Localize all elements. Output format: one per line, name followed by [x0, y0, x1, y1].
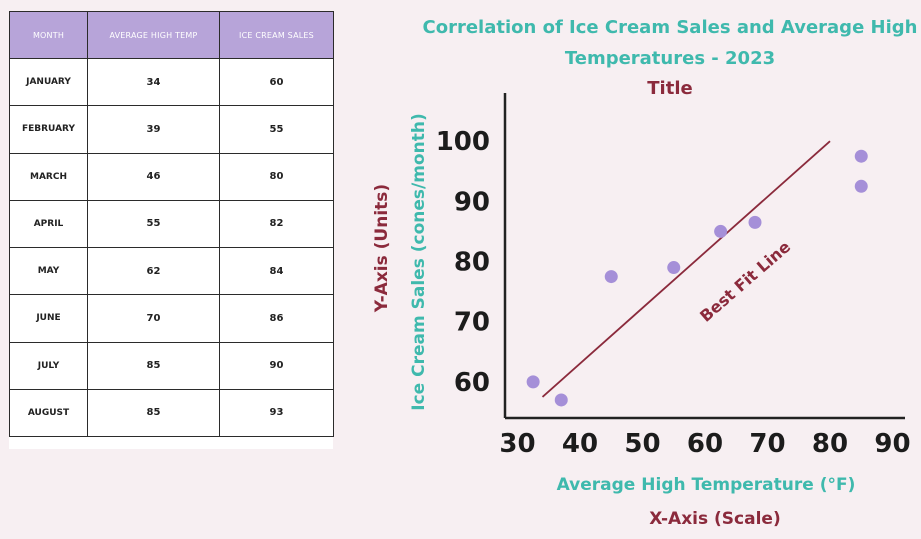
- data-point: [714, 224, 728, 238]
- temp-cell: 39: [87, 105, 220, 154]
- table-row: JANUARY 34 60: [9, 57, 334, 107]
- chart-title: Correlation of Ice Cream Sales and Avera…: [420, 12, 920, 74]
- sales-cell: 82: [219, 199, 334, 249]
- sales-cell: 60: [219, 57, 334, 107]
- data-table: MONTH AVERAGE HIGH TEMP ICE CREAM SALES …: [9, 11, 334, 438]
- header-month: MONTH: [9, 11, 88, 59]
- x-tick-label: 50: [624, 429, 660, 459]
- month-cell: APRIL: [9, 199, 88, 249]
- sales-cell: 90: [219, 341, 334, 390]
- data-point: [748, 215, 762, 229]
- month-cell: JUNE: [9, 294, 88, 343]
- temp-cell: 34: [87, 57, 220, 107]
- x-tick-label: 60: [687, 429, 723, 459]
- header-ice-cream-sales: ICE CREAM SALES: [219, 11, 334, 59]
- chart-title-line: Temperatures - 2023: [564, 48, 776, 69]
- data-point: [667, 261, 681, 275]
- temp-cell: 85: [87, 341, 220, 390]
- table-row: JUNE 70 86: [9, 294, 334, 343]
- sales-cell: 93: [219, 388, 334, 438]
- month-cell: MAY: [9, 246, 88, 296]
- y-tick-label: 70: [454, 308, 490, 338]
- x-tick-label: 80: [812, 429, 848, 459]
- month-cell: MARCH: [9, 152, 88, 201]
- table-header-row: MONTH AVERAGE HIGH TEMP ICE CREAM SALES: [9, 11, 334, 59]
- data-point: [526, 375, 540, 389]
- y-tick-label: 80: [454, 248, 490, 278]
- temp-cell: 55: [87, 199, 220, 249]
- x-axis-annotation: X-Axis (Scale): [649, 509, 780, 529]
- sales-cell: 55: [219, 105, 334, 154]
- x-tick-label: 90: [874, 429, 910, 459]
- y-axis-label: Ice Cream Sales (cones/month): [409, 113, 429, 410]
- data-point: [854, 149, 868, 163]
- x-tick-label: 70: [749, 429, 785, 459]
- y-tick-label: 100: [436, 127, 490, 157]
- data-point: [554, 393, 568, 407]
- month-cell: AUGUST: [9, 388, 88, 438]
- y-axis-annotation: Y-Axis (Units): [372, 184, 392, 313]
- x-tick-label: 40: [562, 429, 598, 459]
- temp-cell: 70: [87, 294, 220, 343]
- best-fit-line: [541, 140, 831, 398]
- table-row: AUGUST 85 93: [9, 388, 334, 438]
- table-row: JULY 85 90: [9, 341, 334, 390]
- y-tick-label: 60: [454, 368, 490, 398]
- month-cell: JANUARY: [9, 57, 88, 107]
- x-axis-label: Average High Temperature (°F): [557, 475, 856, 495]
- title-annotation: Title: [647, 78, 693, 99]
- data-point: [604, 270, 618, 284]
- data-table-panel: MONTH AVERAGE HIGH TEMP ICE CREAM SALES …: [9, 11, 334, 449]
- y-tick-label: 90: [454, 187, 490, 217]
- chart-title-line: Correlation of Ice Cream Sales and Avera…: [422, 17, 918, 38]
- table-row: MARCH 46 80: [9, 152, 334, 201]
- table-row: FEBRUARY 39 55: [9, 105, 334, 154]
- header-average-high-temp: AVERAGE HIGH TEMP: [87, 11, 220, 59]
- data-point: [854, 179, 868, 193]
- best-fit-label: Best Fit Line: [696, 237, 794, 326]
- table-row: APRIL 55 82: [9, 199, 334, 249]
- x-tick-label: 30: [499, 429, 535, 459]
